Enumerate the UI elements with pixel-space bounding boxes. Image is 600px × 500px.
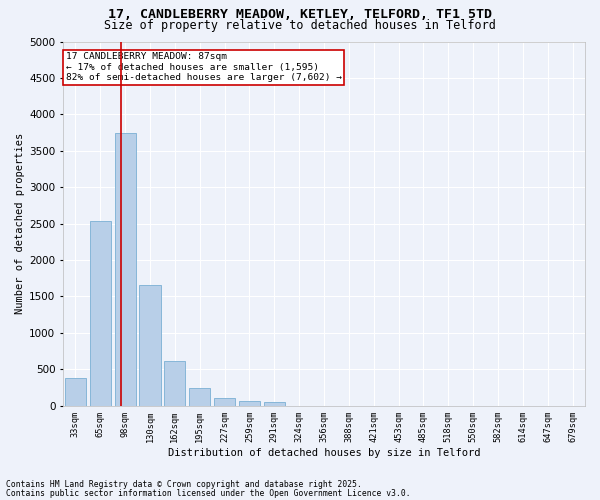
Bar xyxy=(115,132,136,406)
Bar xyxy=(189,388,211,406)
Text: 17, CANDLEBERRY MEADOW, KETLEY, TELFORD, TF1 5TD: 17, CANDLEBERRY MEADOW, KETLEY, TELFORD,… xyxy=(108,8,492,20)
Bar xyxy=(90,220,111,406)
Bar xyxy=(65,378,86,406)
Text: Size of property relative to detached houses in Telford: Size of property relative to detached ho… xyxy=(104,18,496,32)
Text: 17 CANDLEBERRY MEADOW: 87sqm
← 17% of detached houses are smaller (1,595)
82% of: 17 CANDLEBERRY MEADOW: 87sqm ← 17% of de… xyxy=(65,52,341,82)
Bar xyxy=(264,402,285,406)
Bar xyxy=(139,284,161,406)
Text: Contains HM Land Registry data © Crown copyright and database right 2025.: Contains HM Land Registry data © Crown c… xyxy=(6,480,362,489)
Bar xyxy=(214,398,235,406)
Bar xyxy=(164,361,185,406)
X-axis label: Distribution of detached houses by size in Telford: Distribution of detached houses by size … xyxy=(168,448,480,458)
Text: Contains public sector information licensed under the Open Government Licence v3: Contains public sector information licen… xyxy=(6,489,410,498)
Bar xyxy=(239,401,260,406)
Y-axis label: Number of detached properties: Number of detached properties xyxy=(15,133,25,314)
